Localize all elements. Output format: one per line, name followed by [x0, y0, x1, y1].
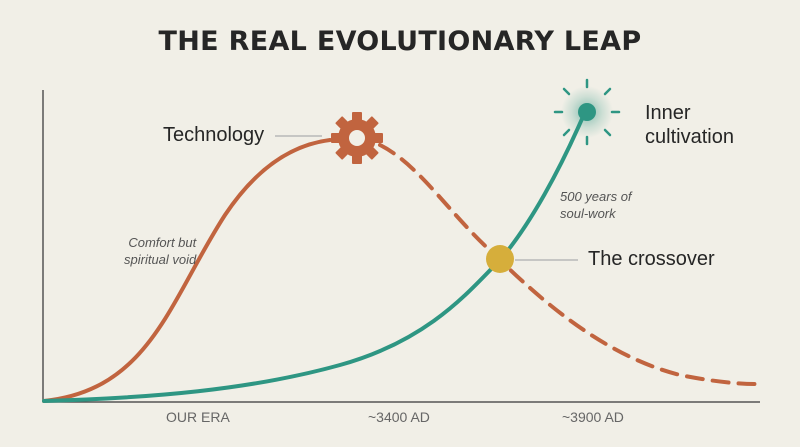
inner-cultivation-curve	[42, 110, 587, 403]
crossover-label: The crossover	[588, 248, 715, 270]
soul-work-annotation-line2: soul-work	[560, 206, 616, 221]
page-title: THE REAL EVOLUTIONARY LEAP	[158, 26, 642, 57]
inner-cultivation-label: Inner cultivation	[645, 101, 734, 149]
dot-icon	[486, 245, 514, 273]
soul-work-annotation: 500 years of soul-work	[560, 188, 632, 222]
inner-cultivation-label-line2: cultivation	[645, 126, 734, 148]
x-tick-label: OUR ERA	[166, 409, 230, 425]
sun-icon	[553, 78, 621, 146]
technology-curve-solid	[42, 138, 332, 403]
x-tick-label: ~3400 AD	[368, 409, 430, 425]
comfort-annotation: Comfort but spiritual void	[124, 234, 196, 268]
technology-label: Technology	[163, 124, 265, 146]
x-tick-label: ~3900 AD	[562, 409, 624, 425]
comfort-annotation-line2: spiritual void	[124, 252, 197, 267]
gear-icon	[331, 112, 383, 164]
soul-work-annotation-line1: 500 years of	[560, 189, 632, 204]
comfort-annotation-line1: Comfort but	[128, 235, 197, 250]
inner-cultivation-label-line1: Inner	[645, 102, 691, 124]
